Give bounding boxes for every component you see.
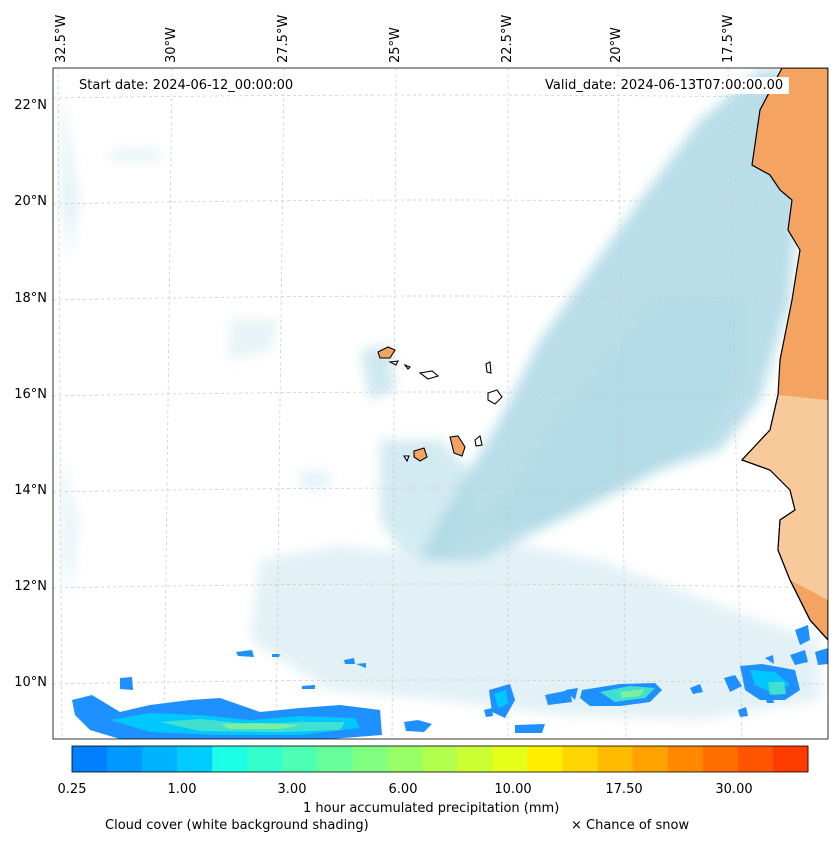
colorbar-swatch <box>107 746 143 772</box>
colorbar-swatch <box>772 746 809 772</box>
colorbar-swatch <box>632 746 669 772</box>
valid-date-label: Valid_date: 2024-06-13T07:00:00.00 <box>539 77 790 94</box>
colorbar-swatch <box>702 746 739 772</box>
map-frame <box>52 67 829 740</box>
africa-landmass <box>740 68 828 641</box>
colorbar-swatch <box>737 746 774 772</box>
colorbar-title: 1 hour accumulated precipitation (mm) <box>303 801 560 816</box>
colorbar-swatch <box>142 746 178 772</box>
colorbar-swatch <box>422 746 459 772</box>
lon-label-27-5w: 27.5°W <box>276 14 291 63</box>
colorbar-tick-0-25: 0.25 <box>57 782 87 797</box>
colorbar-tick-1-00: 1.00 <box>167 782 197 797</box>
lon-label-30w: 30°W <box>164 27 179 63</box>
lat-label-18n: 18°N <box>14 291 47 306</box>
colorbar-swatch <box>317 746 353 772</box>
colorbar-swatch <box>457 746 494 772</box>
colorbar-swatch <box>492 746 529 772</box>
snow-legend: × Chance of snow <box>571 818 690 833</box>
colorbar-tick-6-00: 6.00 <box>388 782 418 797</box>
colorbar-swatch <box>667 746 704 772</box>
colorbar-tick-3-00: 3.00 <box>277 782 307 797</box>
lat-label-14n: 14°N <box>14 483 47 498</box>
colorbar-swatch <box>212 746 248 772</box>
lat-label-12n: 12°N <box>14 579 47 594</box>
cloud-cover-legend: Cloud cover (white background shading) <box>105 818 369 833</box>
graticule <box>53 68 828 739</box>
colorbar-swatch <box>527 746 564 772</box>
colorbar-tick-10-00: 10.00 <box>494 782 532 797</box>
colorbar-tick-17-50: 17.50 <box>605 782 643 797</box>
colorbar-swatch <box>562 746 599 772</box>
lat-label-10n: 10°N <box>14 675 47 690</box>
lon-label-25w: 25°W <box>388 27 403 63</box>
colorbar-swatch <box>282 746 318 772</box>
colorbar-swatch <box>72 746 108 772</box>
lon-label-32-5w: 32.5°W <box>54 14 69 63</box>
lon-label-20w: 20°W <box>609 27 624 63</box>
lon-label-17-5w: 17.5°W <box>721 14 736 63</box>
cape-verde-islands <box>377 346 503 463</box>
colorbar-border <box>71 745 809 773</box>
colorbar-swatch <box>352 746 388 772</box>
lat-label-22n: 22°N <box>14 98 47 113</box>
lat-label-20n: 20°N <box>14 194 47 209</box>
cloud-cover-shading <box>60 70 820 720</box>
lon-label-22-5w: 22.5°W <box>500 14 515 63</box>
colorbar-swatch <box>597 746 634 772</box>
colorbar-swatch <box>247 746 283 772</box>
start-date-label: Start date: 2024-06-12_00:00:00 <box>73 77 300 94</box>
colorbar-tick-30-00: 30.00 <box>715 782 753 797</box>
colorbar-swatch <box>387 746 423 772</box>
colorbar <box>71 745 809 773</box>
colorbar-swatch <box>177 746 213 772</box>
lat-label-16n: 16°N <box>14 387 47 402</box>
precipitation-patches <box>72 625 828 739</box>
